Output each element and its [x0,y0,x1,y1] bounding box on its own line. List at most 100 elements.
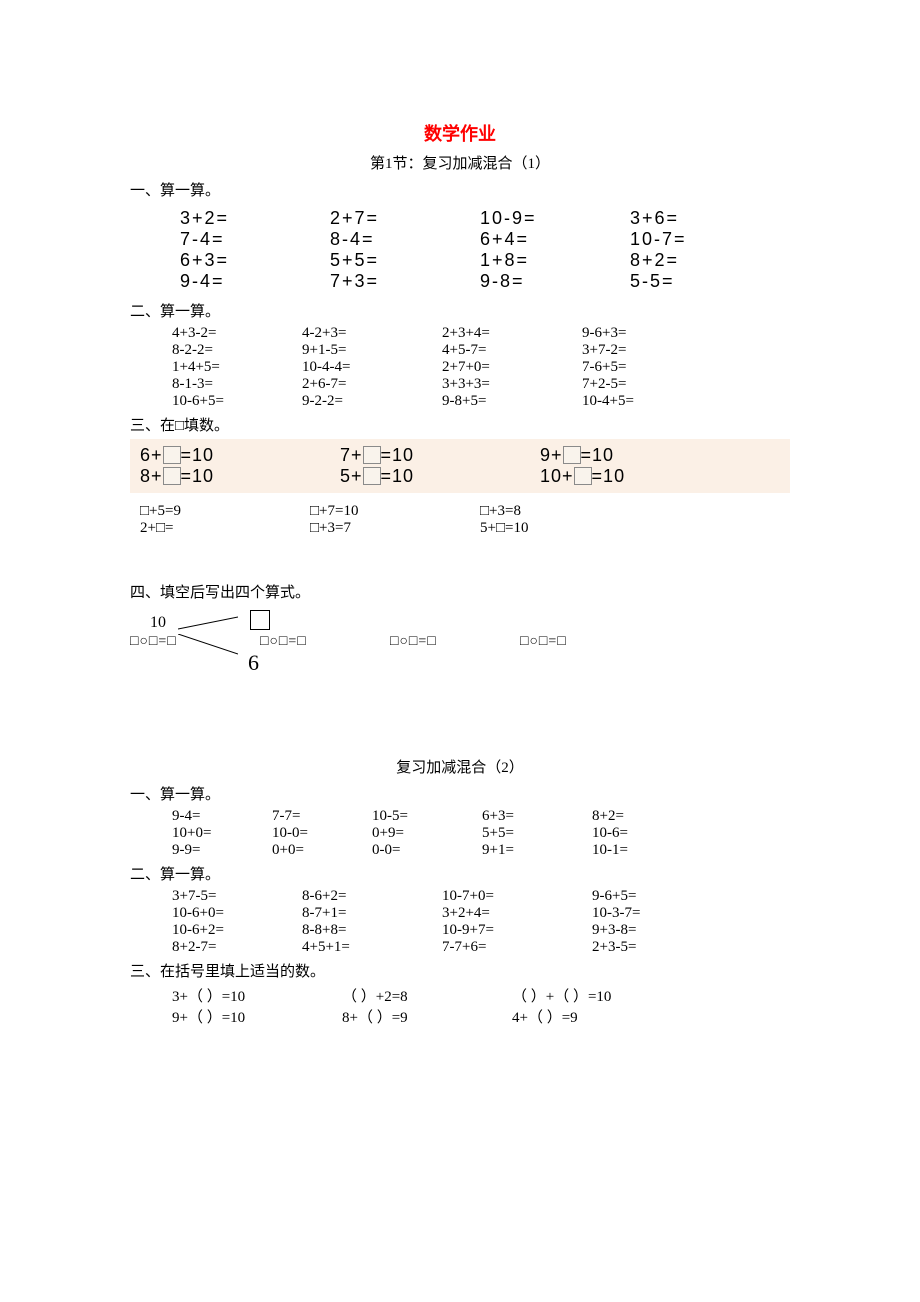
p2-sec2-head: 二、算一算。 [130,863,790,884]
diagram-six: 6 [248,650,259,676]
cell: 3+7-2= [582,342,722,359]
blank-box [574,467,592,485]
cell: 6+3= [180,250,330,271]
cell: 8+（ ）=9 [342,1006,512,1027]
cell: 4+5-7= [442,342,582,359]
eq-template: □○□=□ [520,634,650,650]
cell: 10-7+0= [442,888,592,905]
cell: 8+2= [630,250,780,271]
sec1-grid: 3+2=2+7=10-9=3+6= 7-4=8-4=6+4=10-7= 6+3=… [130,204,790,296]
fill-cell: 5+=10 [340,466,540,487]
sec1-head: 一、算一算。 [130,179,790,200]
diagram-box [250,610,270,630]
cell: 8-2-2= [172,342,302,359]
cell: □+5=9 [140,503,310,520]
sec4-diagram: 10 6 □○□=□□○□=□□○□=□□○□=□ [130,606,790,676]
blank-box [563,446,581,464]
cell: 0-0= [372,842,482,859]
page-subtitle: 第1节：复习加减混合（1） [130,152,790,173]
cell: 8-1-3= [172,376,302,393]
cell: 7+2-5= [582,376,722,393]
cell: 10-5= [372,808,482,825]
cell: 0+9= [372,825,482,842]
cell: 4+3-2= [172,325,302,342]
cell: 10-1= [592,842,702,859]
cell: 8+2= [592,808,702,825]
diagram-ten: 10 [150,614,166,632]
cell: 4+（ ）=9 [512,1006,712,1027]
cell: 5+5= [330,250,480,271]
cell: 9-4= [180,271,330,292]
cell: 9-4= [172,808,272,825]
cell: 9-6+5= [592,888,732,905]
sec2-grid: 4+3-2=4-2+3=2+3+4=9-6+3= 8-2-2=9+1-5=4+5-… [130,325,790,410]
cell: 5+□=10 [480,520,650,537]
cell: □+3=8 [480,503,650,520]
cell: 2+3+4= [442,325,582,342]
cell: 9+1-5= [302,342,442,359]
page2-subtitle: 复习加减混合（2） [130,756,790,777]
cell: （ ）+（ ）=10 [512,985,712,1006]
p2-sec3-head: 三、在括号里填上适当的数。 [130,960,790,981]
cell: 8-7+1= [302,905,442,922]
cell: 10-3-7= [592,905,732,922]
cell: 10-9+7= [442,922,592,939]
blank-box [363,446,381,464]
cell: 10-9= [480,208,630,229]
sec3-head: 三、在□填数。 [130,414,790,435]
sec3-plain: □+5=9□+7=10□+3=82+□=□+3=75+□=10 [130,503,790,537]
fill-cell: 7+=10 [340,445,540,466]
cell: 9+（ ）=10 [172,1006,342,1027]
cell: 8-8+8= [302,922,442,939]
cell: 10-4+5= [582,393,722,410]
cell: □+7=10 [310,503,480,520]
sec2-head: 二、算一算。 [130,300,790,321]
cell: 3+6= [630,208,780,229]
cell: 4+5+1= [302,939,442,956]
cell: 10-0= [272,825,372,842]
cell: 7+3= [330,271,480,292]
cell: 10-6= [592,825,702,842]
cell: 3+3+3= [442,376,582,393]
cell: 6+3= [482,808,592,825]
p2-sec1-head: 一、算一算。 [130,783,790,804]
cell: 7-4= [180,229,330,250]
cell: 7-7= [272,808,372,825]
cell: 9-8+5= [442,393,582,410]
cell: 5+5= [482,825,592,842]
fill-cell: 9+=10 [540,445,740,466]
cell: 9-6+3= [582,325,722,342]
blank-box [363,467,381,485]
cell: 10-4-4= [302,359,442,376]
cell: 10-6+0= [172,905,302,922]
cell: 2+7= [330,208,480,229]
eq-template: □○□=□ [390,634,520,650]
cell: （ ）+2=8 [342,985,512,1006]
p2-sec1-grid: 9-4=7-7=10-5=6+3=8+2=10+0=10-0=0+9=5+5=1… [130,808,790,859]
blank-box [163,446,181,464]
cell: 10-6+5= [172,393,302,410]
cell: 2+6-7= [302,376,442,393]
cell: 3+2= [180,208,330,229]
cell: 2+7+0= [442,359,582,376]
cell: 5-5= [630,271,780,292]
cell: 8-4= [330,229,480,250]
cell: 3+2+4= [442,905,592,922]
cell: 9-9= [172,842,272,859]
page-title: 数学作业 [130,120,790,146]
blank-box [163,467,181,485]
cell: 9-2-2= [302,393,442,410]
cell: 9+1= [482,842,592,859]
cell: 8+2-7= [172,939,302,956]
cell: 10-7= [630,229,780,250]
cell: 7-6+5= [582,359,722,376]
fill-cell: 10+=10 [540,466,740,487]
cell: 2+3-5= [592,939,732,956]
cell: 6+4= [480,229,630,250]
sec3-tinted: 6+=107+=109+=108+=105+=1010+=10 [130,439,790,493]
cell: 10-6+2= [172,922,302,939]
sec4-head: 四、填空后写出四个算式。 [130,581,790,602]
cell: □+3=7 [310,520,480,537]
p2-sec2-grid: 3+7-5=8-6+2=10-7+0=9-6+5=10-6+0=8-7+1=3+… [130,888,790,956]
cell: 4-2+3= [302,325,442,342]
